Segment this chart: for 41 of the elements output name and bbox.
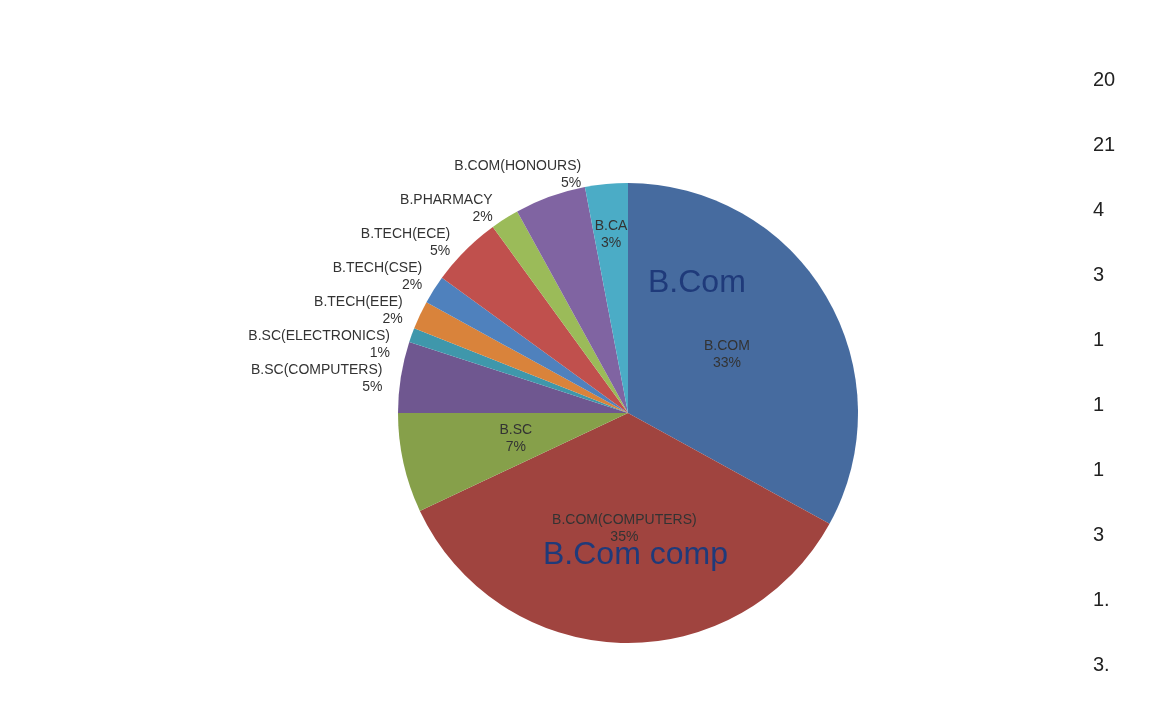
text: 1 bbox=[1093, 393, 1105, 416]
slice-label: B.COM(COMPUTERS) bbox=[552, 510, 697, 527]
text: 3 bbox=[1093, 263, 1105, 286]
data-label: 5% bbox=[560, 174, 582, 191]
text: 4 bbox=[1093, 198, 1105, 221]
text: 1 bbox=[1093, 458, 1105, 481]
slice-label: B.SC(COMPUTERS) bbox=[251, 361, 383, 378]
pie-slice bbox=[426, 277, 628, 413]
text: 1 bbox=[1093, 328, 1105, 351]
pie-slice bbox=[398, 413, 628, 511]
data-label: 35% bbox=[610, 527, 639, 544]
text: 21 bbox=[1093, 133, 1116, 156]
slice-label: B.TECH(ECE) bbox=[360, 225, 451, 242]
data-label: 3% bbox=[601, 234, 622, 251]
data-label: 2% bbox=[401, 276, 423, 293]
data-label: 7% bbox=[505, 438, 526, 455]
text: 1. bbox=[1093, 588, 1110, 611]
slice-label: B.COM bbox=[704, 337, 750, 354]
slice-label: B.TECH(EEE) bbox=[314, 293, 403, 310]
data-label: 5% bbox=[430, 242, 451, 259]
slice-label: B.PHARMACY bbox=[400, 191, 494, 208]
pie-slice bbox=[517, 187, 628, 413]
pie-slice bbox=[414, 302, 628, 413]
text: 3. bbox=[1093, 653, 1110, 676]
data-label: 2% bbox=[382, 310, 403, 327]
slice-label: B.COM(HONOURS) bbox=[454, 157, 582, 174]
data-label: 1% bbox=[369, 344, 390, 361]
text: 3 bbox=[1093, 523, 1105, 546]
pie-slice bbox=[419, 413, 830, 643]
data-label: 5% bbox=[362, 378, 383, 395]
pie-slice bbox=[492, 211, 628, 413]
slice-label: B.SC bbox=[499, 421, 533, 438]
slice-label: B.SC(ELECTRONICS) bbox=[248, 327, 390, 344]
text: 20 bbox=[1093, 68, 1116, 91]
pie-slice bbox=[409, 328, 628, 413]
slice-label: B.CA bbox=[594, 217, 629, 234]
pie-slice bbox=[584, 183, 628, 413]
slice-label: B.TECH(CSE) bbox=[332, 259, 423, 276]
data-label: 2% bbox=[472, 208, 493, 225]
data-label: 33% bbox=[712, 354, 741, 371]
pie-slice bbox=[398, 341, 628, 413]
